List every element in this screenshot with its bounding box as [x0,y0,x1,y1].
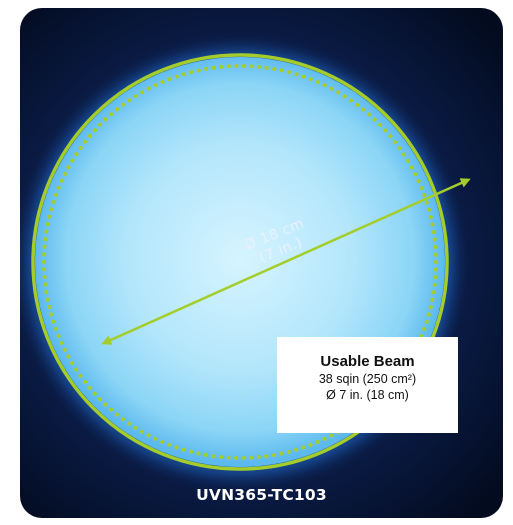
model-number: UVN365-TC103 [196,486,327,504]
info-box-area: 38 sqin (250 cm²) [318,372,417,386]
info-box-diameter: Ø 7 in. (18 cm) [326,388,409,402]
usable-beam-info-box: Usable Beam 38 sqin (250 cm²) Ø 7 in. (1… [277,337,458,433]
info-box-title: Usable Beam [320,353,415,370]
diameter-arrow [101,178,471,345]
beam-photo: Ø 18 cm (7 in.) UVN365-TC103 [20,8,503,518]
